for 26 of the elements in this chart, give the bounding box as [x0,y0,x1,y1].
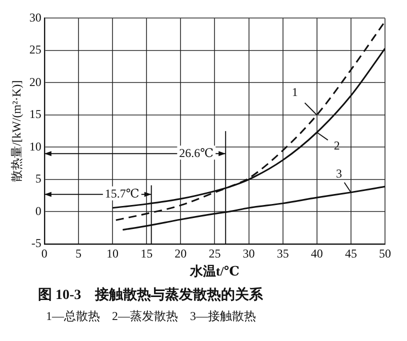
x-tick-label: 40 [310,246,323,260]
x-axis-title: 水温t/℃ [188,264,240,279]
y-tick-label: 20 [29,74,42,89]
ref-line-label: 26.6℃ [179,146,214,160]
y-tick-label: 5 [35,172,42,186]
y-tick-label: 25 [29,42,42,57]
text: 1 [292,85,298,100]
x-tick-label: 35 [276,246,289,260]
x-tick-label: 5 [75,246,82,260]
x-tick-label: 15 [140,246,153,260]
y-tick-label: 15 [29,107,42,122]
x-tick-label: 20 [174,246,187,260]
series-label: 3 [336,166,342,181]
x-tick-label: 25 [208,246,221,260]
x-tick-label: 10 [106,246,119,260]
x-tick-label: 30 [242,246,255,260]
y-tick-label: -5 [31,236,42,250]
y-tick-label: 30 [29,10,42,24]
y-axis-title: 散热量/[kW/(m²·K)] [9,80,24,182]
y-tick-label: 0 [35,204,42,218]
text: 图 10-3 接触散热与蒸发散热的关系 [37,286,264,304]
x-tick-label: 50 [379,246,391,260]
x-tick-label: 45 [344,246,357,260]
y-tick-label: 10 [29,139,42,154]
text: 1—总散热 2—蒸发散热 3—接触散热 [45,308,257,325]
ref-line-label: 15.7℃ [104,186,140,200]
